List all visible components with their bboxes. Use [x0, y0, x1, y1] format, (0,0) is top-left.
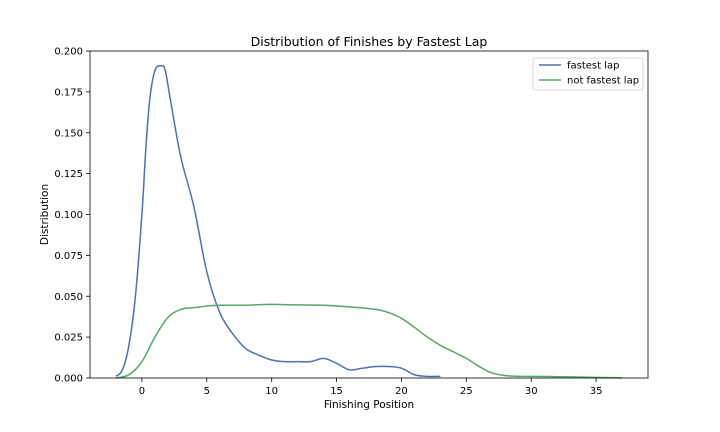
x-tick-label: 35	[590, 386, 603, 397]
y-tick-label: 0.175	[54, 87, 83, 98]
y-tick-label: 0.000	[54, 374, 83, 385]
chart-title: Distribution of Finishes by Fastest Lap	[251, 34, 488, 49]
x-tick-label: 5	[204, 386, 210, 397]
y-tick-label: 0.200	[54, 47, 83, 58]
x-tick-label: 20	[395, 386, 408, 397]
x-axis-ticks: 0 5 10 15 20 25 30 35	[139, 378, 603, 397]
x-tick-label: 15	[330, 386, 343, 397]
legend-box	[532, 57, 644, 91]
y-tick-label: 0.150	[54, 128, 83, 139]
plot-area	[89, 50, 649, 379]
series-layer	[115, 64, 623, 379]
series-line-not-fastest-lap	[115, 303, 623, 379]
y-tick-label: 0.025	[54, 333, 83, 344]
y-tick-label: 0.050	[54, 292, 83, 303]
x-tick-label: 25	[460, 386, 473, 397]
y-axis-label: Distribution	[39, 184, 51, 245]
y-axis-ticks: 0.000 0.025 0.050 0.075 0.100 0.125 0.150 0.175…	[54, 47, 90, 385]
x-tick-label: 0	[139, 386, 145, 397]
y-tick-label: 0.125	[54, 169, 83, 180]
legend-label-fastest-lap: fastest lap	[567, 61, 620, 72]
series-line-fastest-lap	[115, 64, 441, 378]
plot-background	[90, 51, 648, 378]
x-tick-label: 10	[265, 386, 278, 397]
x-tick-label: 30	[525, 386, 538, 397]
x-axis-label: Finishing Position	[324, 399, 414, 411]
legend-label-not-fastest-lap: not fastest lap	[567, 76, 639, 87]
y-tick-label: 0.100	[54, 210, 83, 221]
legend: fastest lap not fastest lap	[532, 57, 644, 91]
y-tick-label: 0.075	[54, 251, 83, 262]
